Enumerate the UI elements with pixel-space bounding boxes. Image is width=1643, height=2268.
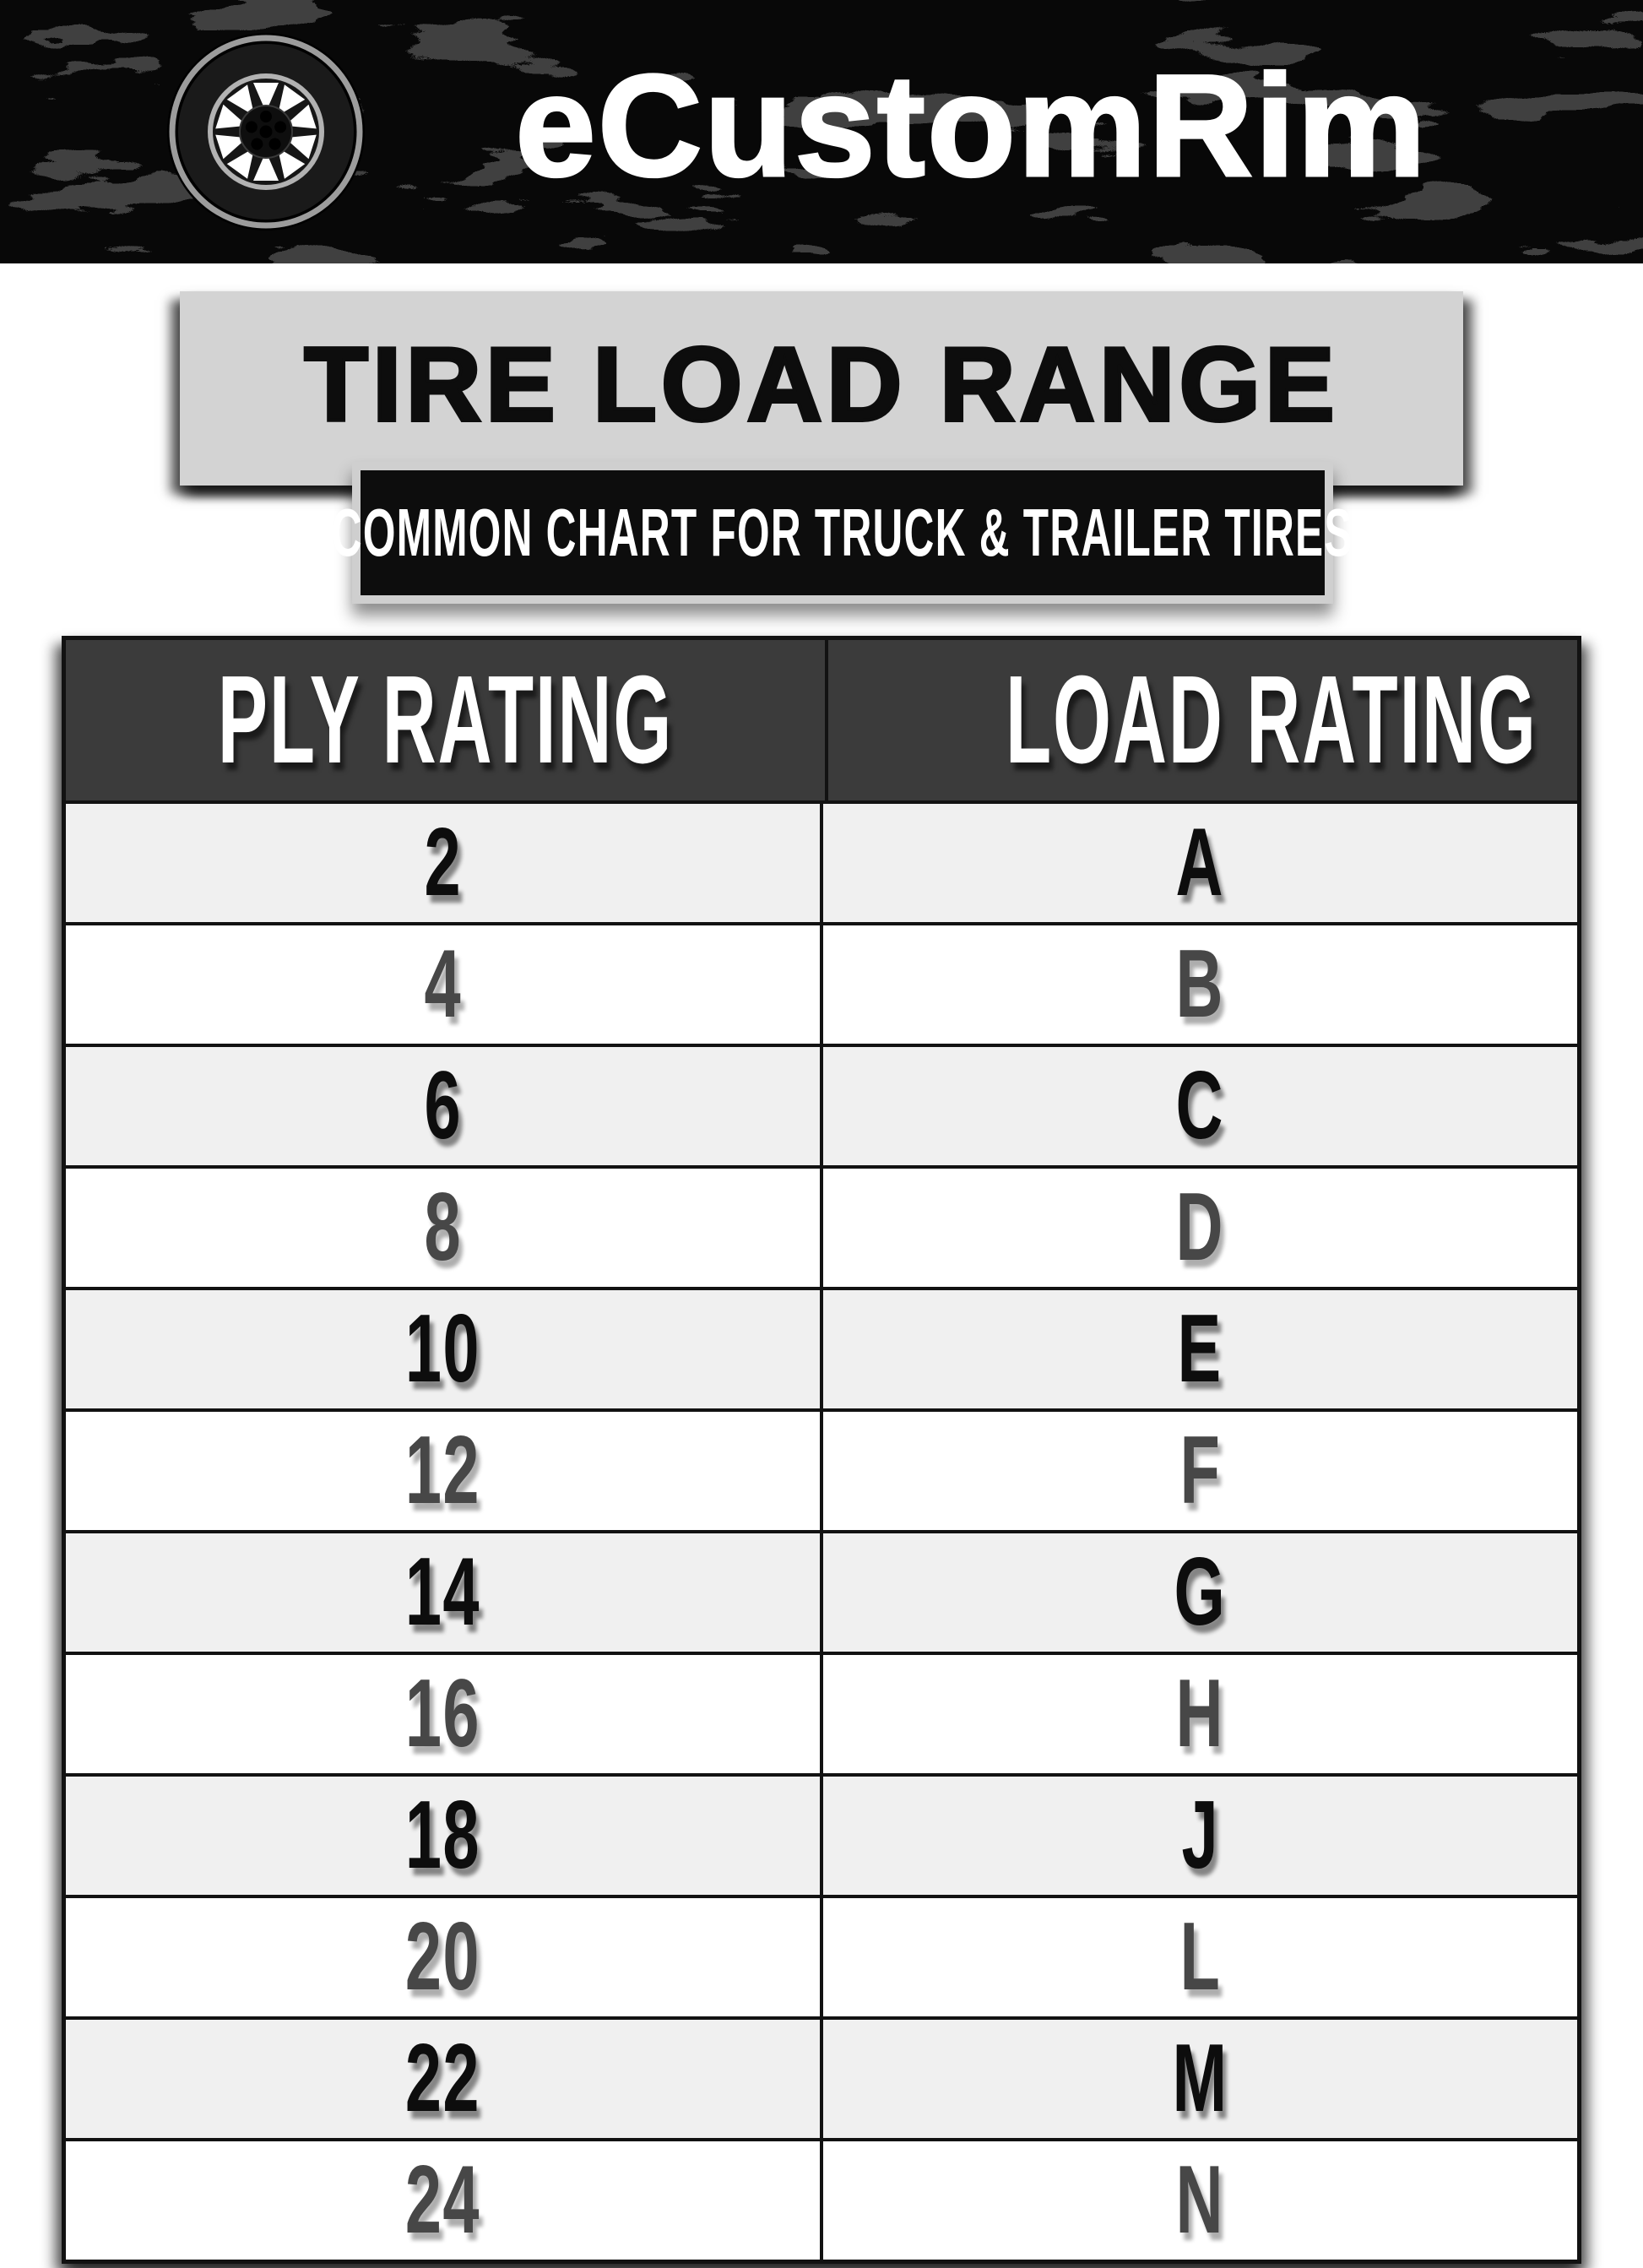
page-subtitle: COMMON CHART FOR TRUCK & TRAILER TIRES — [332, 495, 1353, 570]
table-row: 6 C — [66, 1044, 1577, 1165]
ply-cell: 14 — [66, 1533, 823, 1652]
ply-rating-value: 4 — [424, 931, 462, 1038]
load-rating-value: B — [1175, 931, 1225, 1038]
table-header-row: PLY RATING LOAD RATING — [66, 640, 1577, 800]
ply-cell: 20 — [66, 1898, 823, 2016]
ply-rating-header: PLY RATING — [217, 650, 674, 789]
page-title: TIRE LOAD RANGE — [302, 327, 1339, 443]
load-cell: B — [823, 925, 1577, 1044]
table-row: 22 M — [66, 2016, 1577, 2138]
table-row: 18 J — [66, 1773, 1577, 1895]
brand-lockup: eCustomRim — [0, 0, 1618, 263]
ply-rating-header-cell: PLY RATING — [66, 640, 828, 800]
load-cell: L — [823, 1898, 1577, 2016]
load-rating-value: N — [1175, 2146, 1225, 2254]
table-row: 14 G — [66, 1530, 1577, 1652]
ply-cell: 12 — [66, 1412, 823, 1530]
load-rating-value: H — [1175, 1660, 1225, 1767]
ply-rating-value: 16 — [405, 1660, 480, 1767]
load-rating-value: M — [1172, 2025, 1228, 2132]
brand-header-band: eCustomRim — [0, 0, 1643, 263]
table-row: 10 E — [66, 1287, 1577, 1408]
load-cell: F — [823, 1412, 1577, 1530]
table-row: 16 H — [66, 1652, 1577, 1773]
ply-cell: 4 — [66, 925, 823, 1044]
load-cell: E — [823, 1290, 1577, 1408]
ply-cell: 24 — [66, 2141, 823, 2260]
load-cell: M — [823, 2020, 1577, 2138]
ply-cell: 10 — [66, 1290, 823, 1408]
load-cell: D — [823, 1169, 1577, 1287]
load-rating-value: C — [1175, 1052, 1225, 1159]
tire-wheel-icon — [167, 33, 366, 231]
table-row: 4 B — [66, 922, 1577, 1044]
ply-cell: 6 — [66, 1047, 823, 1165]
table-row: 20 L — [66, 1895, 1577, 2016]
load-rating-header: LOAD RATING — [1005, 650, 1537, 789]
subtitle-bar: COMMON CHART FOR TRUCK & TRAILER TIRES — [332, 462, 1353, 604]
ply-rating-value: 20 — [405, 1903, 480, 2010]
load-cell: H — [823, 1655, 1577, 1773]
load-rating-value: A — [1175, 809, 1225, 916]
ply-cell: 18 — [66, 1777, 823, 1895]
ply-rating-value: 14 — [405, 1538, 480, 1646]
load-cell: C — [823, 1047, 1577, 1165]
ply-rating-value: 24 — [405, 2146, 480, 2254]
load-rating-value: D — [1175, 1174, 1225, 1281]
ply-cell: 2 — [66, 804, 823, 922]
brand-name: eCustomRim — [514, 45, 1428, 207]
load-range-table: PLY RATING LOAD RATING 2 A 4 B 6 C 8 D 1… — [62, 636, 1581, 2264]
ply-rating-value: 12 — [405, 1417, 480, 1524]
ply-rating-value: 22 — [405, 2025, 480, 2132]
load-cell: A — [823, 804, 1577, 922]
load-rating-value: F — [1179, 1417, 1221, 1524]
table-row: 12 F — [66, 1408, 1577, 1530]
load-rating-value: E — [1177, 1295, 1223, 1403]
ply-rating-value: 8 — [424, 1174, 462, 1281]
ply-rating-value: 18 — [405, 1782, 480, 1889]
load-rating-value: J — [1181, 1782, 1219, 1889]
table-row: 8 D — [66, 1165, 1577, 1287]
ply-rating-value: 6 — [424, 1052, 462, 1159]
load-rating-value: G — [1174, 1538, 1227, 1646]
load-cell: N — [823, 2141, 1577, 2260]
ply-cell: 8 — [66, 1169, 823, 1287]
load-rating-header-cell: LOAD RATING — [828, 640, 1643, 800]
table-row: 2 A — [66, 800, 1577, 922]
table-row: 24 N — [66, 2138, 1577, 2260]
load-rating-value: L — [1179, 1903, 1221, 2010]
ply-rating-value: 2 — [424, 809, 462, 916]
load-cell: J — [823, 1777, 1577, 1895]
ply-cell: 16 — [66, 1655, 823, 1773]
title-banner: TIRE LOAD RANGE — [180, 291, 1463, 486]
ply-rating-value: 10 — [405, 1295, 480, 1403]
load-cell: G — [823, 1533, 1577, 1652]
ply-cell: 22 — [66, 2020, 823, 2138]
